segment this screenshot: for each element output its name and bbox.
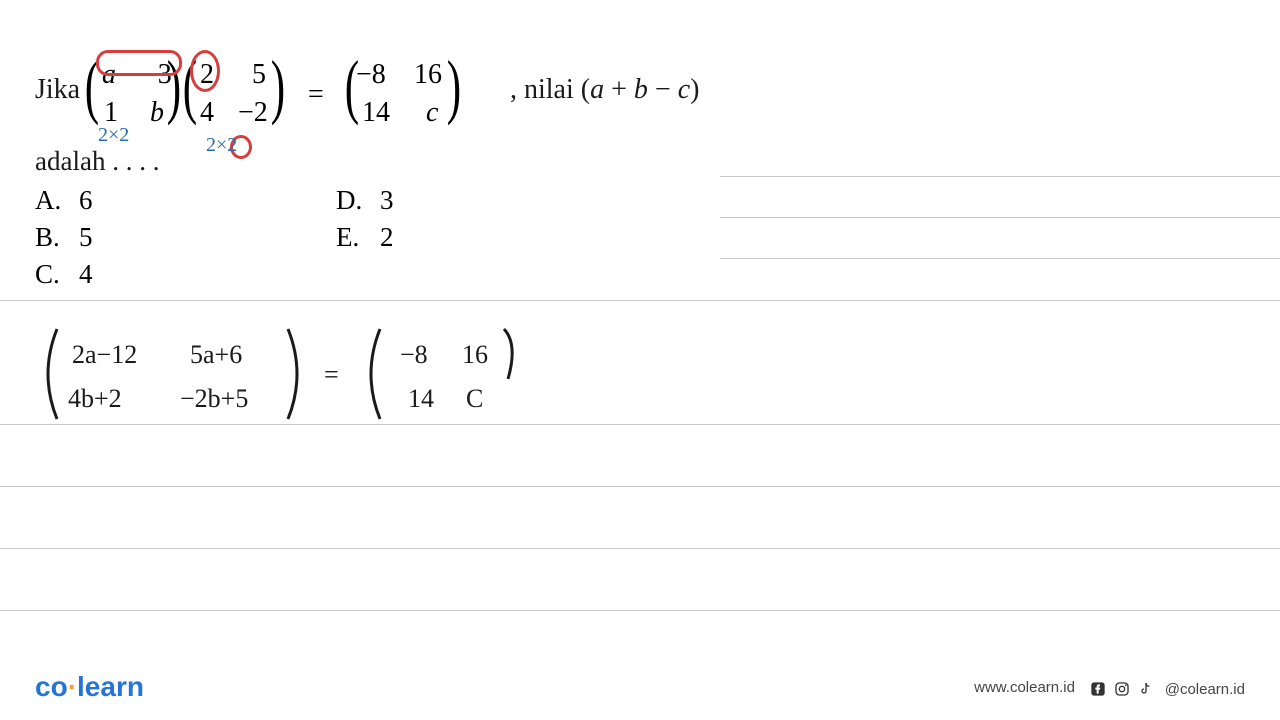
social-links: @colearn.id [1089, 680, 1245, 698]
rule-line [0, 300, 1280, 301]
rule-line [0, 548, 1280, 549]
hw-m2-r2c1: 14 [408, 384, 434, 414]
hw-m2-r1c1: −8 [400, 340, 428, 370]
rule-line [720, 176, 1280, 177]
red-circle-col [190, 50, 220, 92]
red-circle-top-row [96, 50, 182, 76]
hw-right-paren-2 [498, 324, 524, 389]
hw-left-paren-1 [35, 324, 65, 429]
rule-line [0, 486, 1280, 487]
m3-r2c2: c [426, 97, 438, 129]
tiktok-icon [1137, 680, 1155, 698]
option-e: E.2 [336, 222, 394, 253]
footer: co·learn www.colearn.id @colearn.id [0, 666, 1280, 706]
text-jika: Jika [35, 74, 80, 106]
brand-logo: co·learn [35, 671, 144, 703]
m1-r2c2: b [150, 97, 164, 129]
hw-m2-r2c2: C [466, 384, 483, 414]
hw-m2-r1c2: 16 [462, 340, 488, 370]
m2-r2c1: 4 [200, 97, 214, 129]
hw-left-paren-2 [358, 324, 388, 429]
hw-m1-r1c1: 2a−12 [72, 340, 137, 370]
page-canvas: Jika ( a −3 1 b ) ( 2 5 4 −2 ) = ( −8 16… [0, 0, 1280, 720]
rule-line [0, 610, 1280, 611]
text-adalah: adalah . . . . [35, 146, 159, 177]
m2-r1c2: 5 [252, 59, 266, 91]
option-b: B.5 [35, 222, 93, 253]
hw-equals: = [324, 360, 339, 390]
social-handle: @colearn.id [1165, 681, 1245, 698]
hw-m1-r1c2: 5a+6 [190, 340, 242, 370]
option-c: C.4 [35, 259, 93, 290]
text-nilai: , nilai (a + b − c) [510, 74, 699, 106]
annot-dim-2: 2×2 [206, 134, 237, 157]
hw-right-paren-1 [280, 324, 310, 429]
option-a: A.6 [35, 185, 93, 216]
instagram-icon [1113, 680, 1131, 698]
annot-dim-1: 2×2 [98, 124, 129, 147]
logo-dot-icon: · [68, 671, 77, 702]
rule-line [720, 258, 1280, 259]
hw-m1-r2c2: −2b+5 [180, 384, 248, 414]
m2-r2c2: −2 [238, 97, 268, 129]
hw-m1-r2c1: 4b+2 [68, 384, 122, 414]
m3-r1c2: 16 [414, 59, 442, 91]
option-d: D.3 [336, 185, 394, 216]
m3-r2c1: 14 [362, 97, 390, 129]
rule-line [0, 424, 1280, 425]
m3-r1c1: −8 [356, 59, 386, 91]
rule-line [720, 217, 1280, 218]
facebook-icon [1089, 680, 1107, 698]
footer-url: www.colearn.id [974, 679, 1075, 696]
